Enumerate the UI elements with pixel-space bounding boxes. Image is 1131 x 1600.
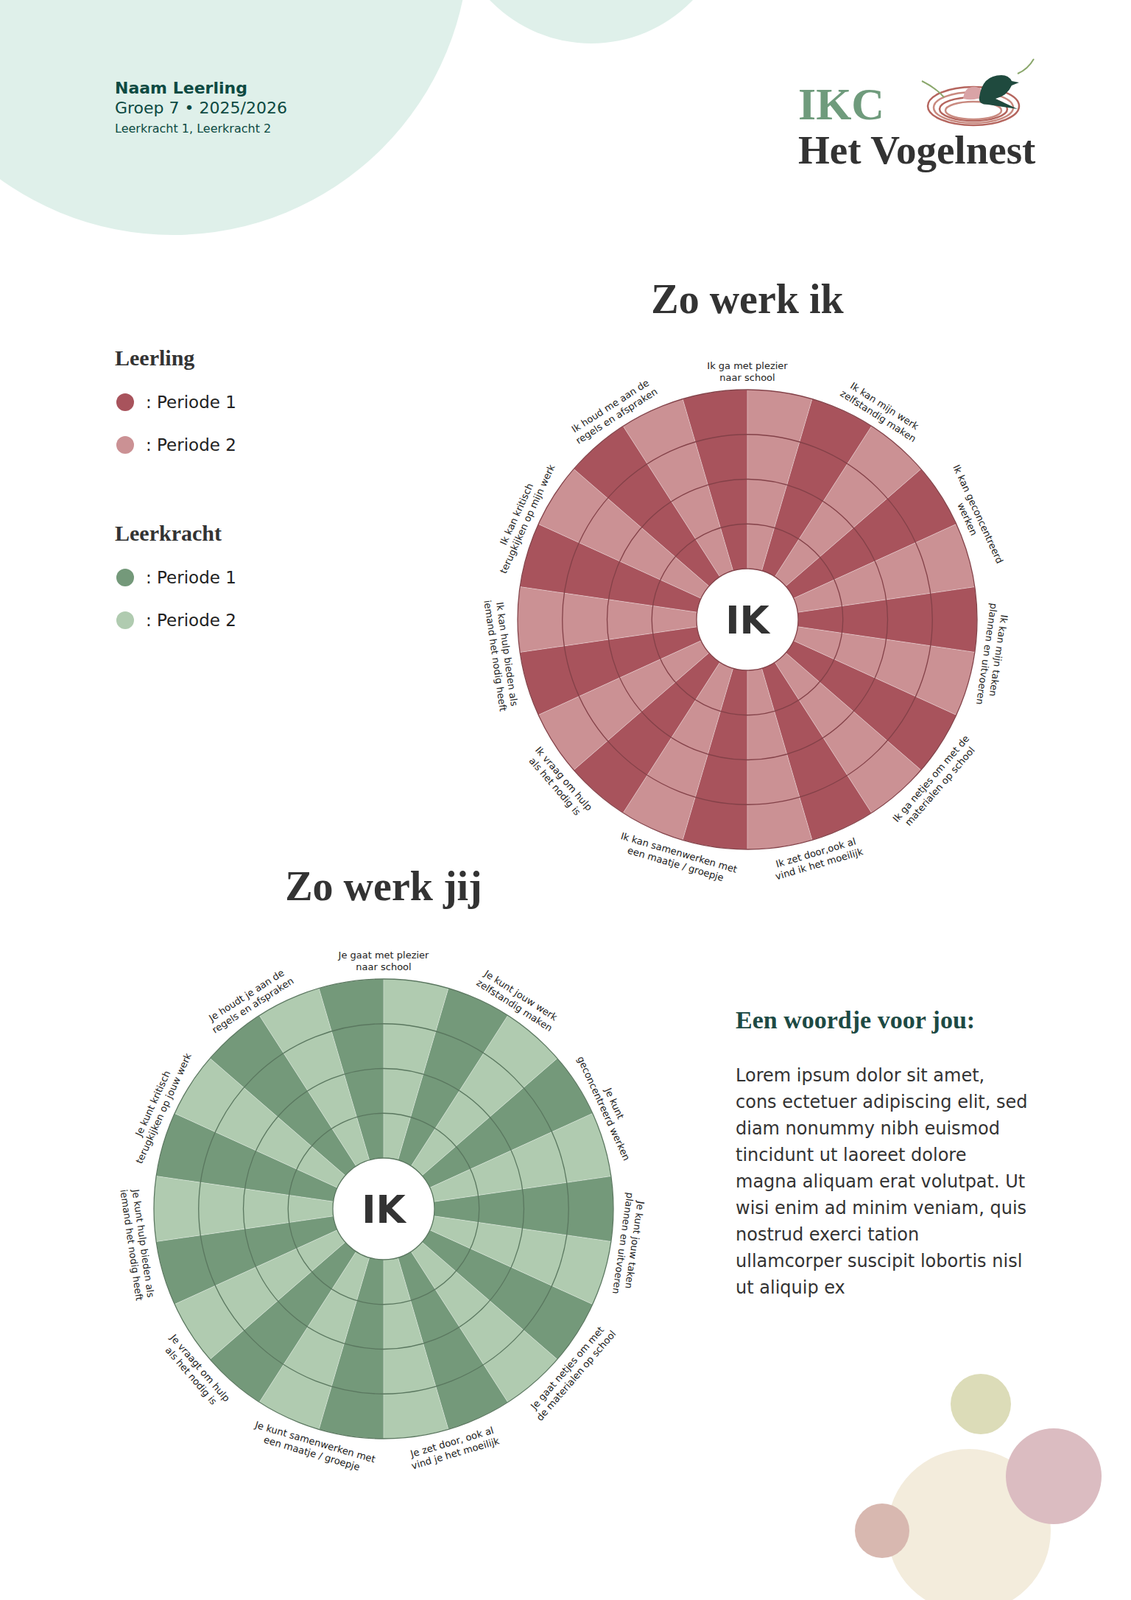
wedge [383, 1256, 449, 1439]
wheel: IK Ik ga met pleziernaar school Ik kan mij… [481, 360, 1011, 886]
legend-label: : Periode 2 [145, 610, 237, 630]
category-label: Je kunt jouw werkzelfstandig maken [474, 966, 561, 1034]
wedge [174, 1229, 346, 1360]
chart-title: Zo werk ik [650, 276, 844, 322]
category-label: Je zet door, ook alvind je het moeilijk [406, 1423, 501, 1472]
category-label: Ik houd me aan deregels en afspraken [567, 375, 660, 446]
wedge [622, 399, 733, 577]
logo: IKCHet Vogelnest [798, 58, 1037, 173]
wedge [793, 523, 975, 612]
category-label: Je kunt kritischterugkijken op jouw werk [122, 1045, 194, 1165]
category-label: Ik zet door,ook alvind ik het moeilijk [770, 834, 865, 883]
decoration [0, 0, 1102, 1600]
category-label: Je vraagt om hulpals het nodig is [158, 1331, 232, 1411]
note-text: Lorem ipsum dolor sit amet,cons ectetuer… [735, 1064, 1028, 1298]
teachers: Leerkracht 1, Leerkracht 2 [114, 121, 271, 136]
grid [517, 389, 978, 849]
logo-short: IKC [798, 78, 885, 129]
grid-ring [198, 1023, 570, 1394]
legend-swatch [116, 611, 135, 629]
legend-title: Leerkracht [114, 520, 222, 545]
wedge [259, 988, 369, 1166]
grid-ring [517, 389, 978, 849]
wedges [517, 389, 978, 849]
grid [153, 978, 614, 1439]
chart-title: Zo werk jij [284, 862, 483, 909]
category-label: Je kunt samenwerken meteen maatje / groe… [249, 1418, 377, 1476]
legend-swatch [116, 568, 135, 587]
wheel: IK Je gaat met pleziernaar school Je kunt … [117, 949, 648, 1476]
category-label: Ik kan geconcentreerdwerken [940, 463, 1006, 570]
wedges [153, 978, 614, 1439]
category-label: Ik ga netjes om met dematerialen op scho… [890, 732, 981, 832]
category-label: Je gaat netjes om metde materialen op sc… [525, 1320, 618, 1423]
legend-swatch [116, 435, 135, 454]
legend-title: Leerling [114, 345, 195, 370]
category-label: Ik vraag om hulpals het nodig is [524, 744, 595, 821]
center-label: IK [725, 597, 771, 643]
category-label: Ik ga met pleziernaar school [706, 360, 788, 383]
category-label: Ik kan kritischterugkijken op mijn werk [486, 457, 557, 576]
category-label: Je kuntgeconcentreerd werken [575, 1049, 643, 1162]
category-label: Je kunt hulp bieden alsiemand het nodig … [117, 1186, 157, 1301]
center-label: IK [361, 1186, 407, 1232]
wedge [747, 667, 813, 849]
bg-circle [0, 0, 470, 235]
logo-name: Het Vogelnest [798, 127, 1037, 173]
bg-circle [950, 1373, 1011, 1434]
grid-ring [287, 1112, 480, 1305]
note-title: Een woordje voor jou: [735, 1005, 975, 1034]
student-name: Naam Leerling [114, 78, 248, 98]
class-year: Groep 7 • 2025/2026 [114, 98, 288, 118]
category-label: Je gaat met pleziernaar school [337, 949, 431, 972]
grid-ring [562, 434, 933, 805]
bird [979, 75, 1020, 109]
bg-circle [450, 0, 732, 44]
branch [921, 58, 1034, 98]
grid-ring [153, 978, 614, 1439]
category-label: Ik kan samenwerken meteen maatje / groep… [616, 829, 739, 886]
wedge [538, 640, 710, 771]
grid-ring [243, 1068, 525, 1349]
category-label: Ik kan hulp bieden alsiemand het nodig h… [481, 597, 520, 712]
wedge [430, 1112, 612, 1201]
category-label: Je houdt je aan deregels en afspraken [203, 964, 297, 1035]
category-label: Ik kan mijn werkzelfstandig maken [837, 377, 925, 445]
category-label: Ik kan mijn takenplannen en uitvoeren [974, 602, 1011, 707]
legend: Leerkracht : Periode 1 : Periode 2 [114, 520, 237, 630]
legend-label: : Periode 1 [145, 567, 237, 587]
legend-label: : Periode 1 [145, 392, 237, 412]
nest-icon [921, 58, 1034, 126]
legend: Leerling : Periode 1 : Periode 2 [114, 345, 237, 455]
legend-label: : Periode 2 [145, 435, 237, 455]
bg-circle [854, 1502, 910, 1558]
category-label: Je kunt jouw takenplannen en uitvoeren [610, 1191, 648, 1296]
center-disc [696, 568, 799, 671]
bg-circle [1005, 1427, 1102, 1524]
grid-ring [651, 523, 844, 715]
center-disc [332, 1157, 435, 1260]
legend-swatch [116, 393, 135, 411]
grid-ring [607, 479, 889, 760]
